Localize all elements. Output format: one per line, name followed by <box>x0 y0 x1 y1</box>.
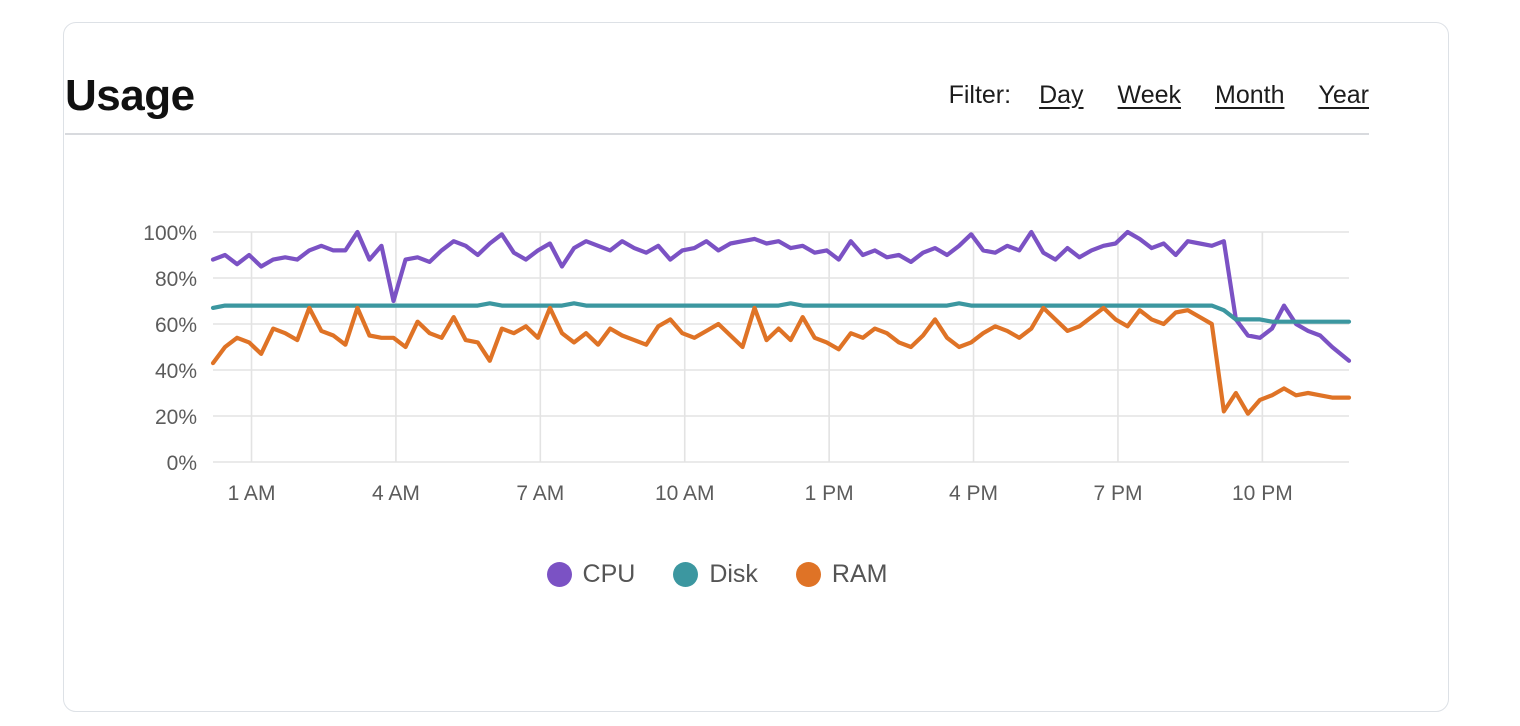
disk-color-dot <box>673 562 699 587</box>
filter-option-week[interactable]: Week <box>1117 80 1181 109</box>
legend-item-ram[interactable]: RAM <box>795 560 888 589</box>
series-line-cpu <box>210 229 1352 363</box>
header-divider <box>65 133 1369 135</box>
legend-item-disk[interactable]: Disk <box>673 560 758 589</box>
legend-label-cpu: CPU <box>582 560 636 588</box>
grid-lines <box>213 231 1349 463</box>
series-line-disk <box>210 301 1352 324</box>
ram-color-dot <box>795 562 821 587</box>
x-axis-tick-labels: 1 AM 4 AM 7 AM 10 AM 1 PM 4 PM 7 PM 10 PM <box>228 482 1293 505</box>
filter-option-month[interactable]: Month <box>1215 80 1285 109</box>
y-axis-tick: 60% <box>155 314 197 337</box>
filter-label: Filter: <box>948 80 1012 109</box>
y-axis-tick: 40% <box>155 360 197 383</box>
x-axis-tick: 10 PM <box>1232 482 1293 505</box>
series-lines <box>210 229 1352 416</box>
y-axis-tick: 20% <box>155 406 197 429</box>
legend-label-disk: Disk <box>709 560 758 588</box>
legend-item-cpu[interactable]: CPU <box>546 560 636 589</box>
x-axis-tick: 4 PM <box>949 482 998 505</box>
card-header: Usage Filter: Day Week Month Year <box>65 60 1369 132</box>
usage-line-chart-svg: 0% 20% 40% 60% 80% 100% 1 AM 4 AM 7 AM 10 AM 1 PM… <box>143 222 1352 505</box>
page-title: Usage <box>65 71 195 120</box>
x-axis-tick: 7 PM <box>1093 482 1142 505</box>
legend-label-ram: RAM <box>831 560 888 588</box>
y-axis-tick: 80% <box>155 268 197 291</box>
y-axis-tick: 0% <box>167 452 197 475</box>
usage-chart: 0% 20% 40% 60% 80% 100% 1 AM 4 AM 7 AM 10 AM 1 PM… <box>65 180 1369 540</box>
x-axis-tick: 7 AM <box>516 482 564 505</box>
x-axis-tick: 4 AM <box>372 482 420 505</box>
chart-legend: CPU Disk RAM <box>65 560 1369 589</box>
x-axis-tick: 1 PM <box>805 482 854 505</box>
y-axis-tick: 100% <box>143 222 197 245</box>
filter-option-year[interactable]: Year <box>1318 80 1369 109</box>
y-axis-tick-labels: 0% 20% 40% 60% 80% 100% <box>143 222 197 475</box>
filter-option-day[interactable]: Day <box>1039 80 1084 109</box>
series-line-ram <box>210 305 1352 416</box>
x-axis-tick: 1 AM <box>228 482 276 505</box>
filter-group: Filter: Day Week Month Year <box>949 81 1369 112</box>
cpu-color-dot <box>546 562 572 587</box>
x-axis-tick: 10 AM <box>655 482 715 505</box>
